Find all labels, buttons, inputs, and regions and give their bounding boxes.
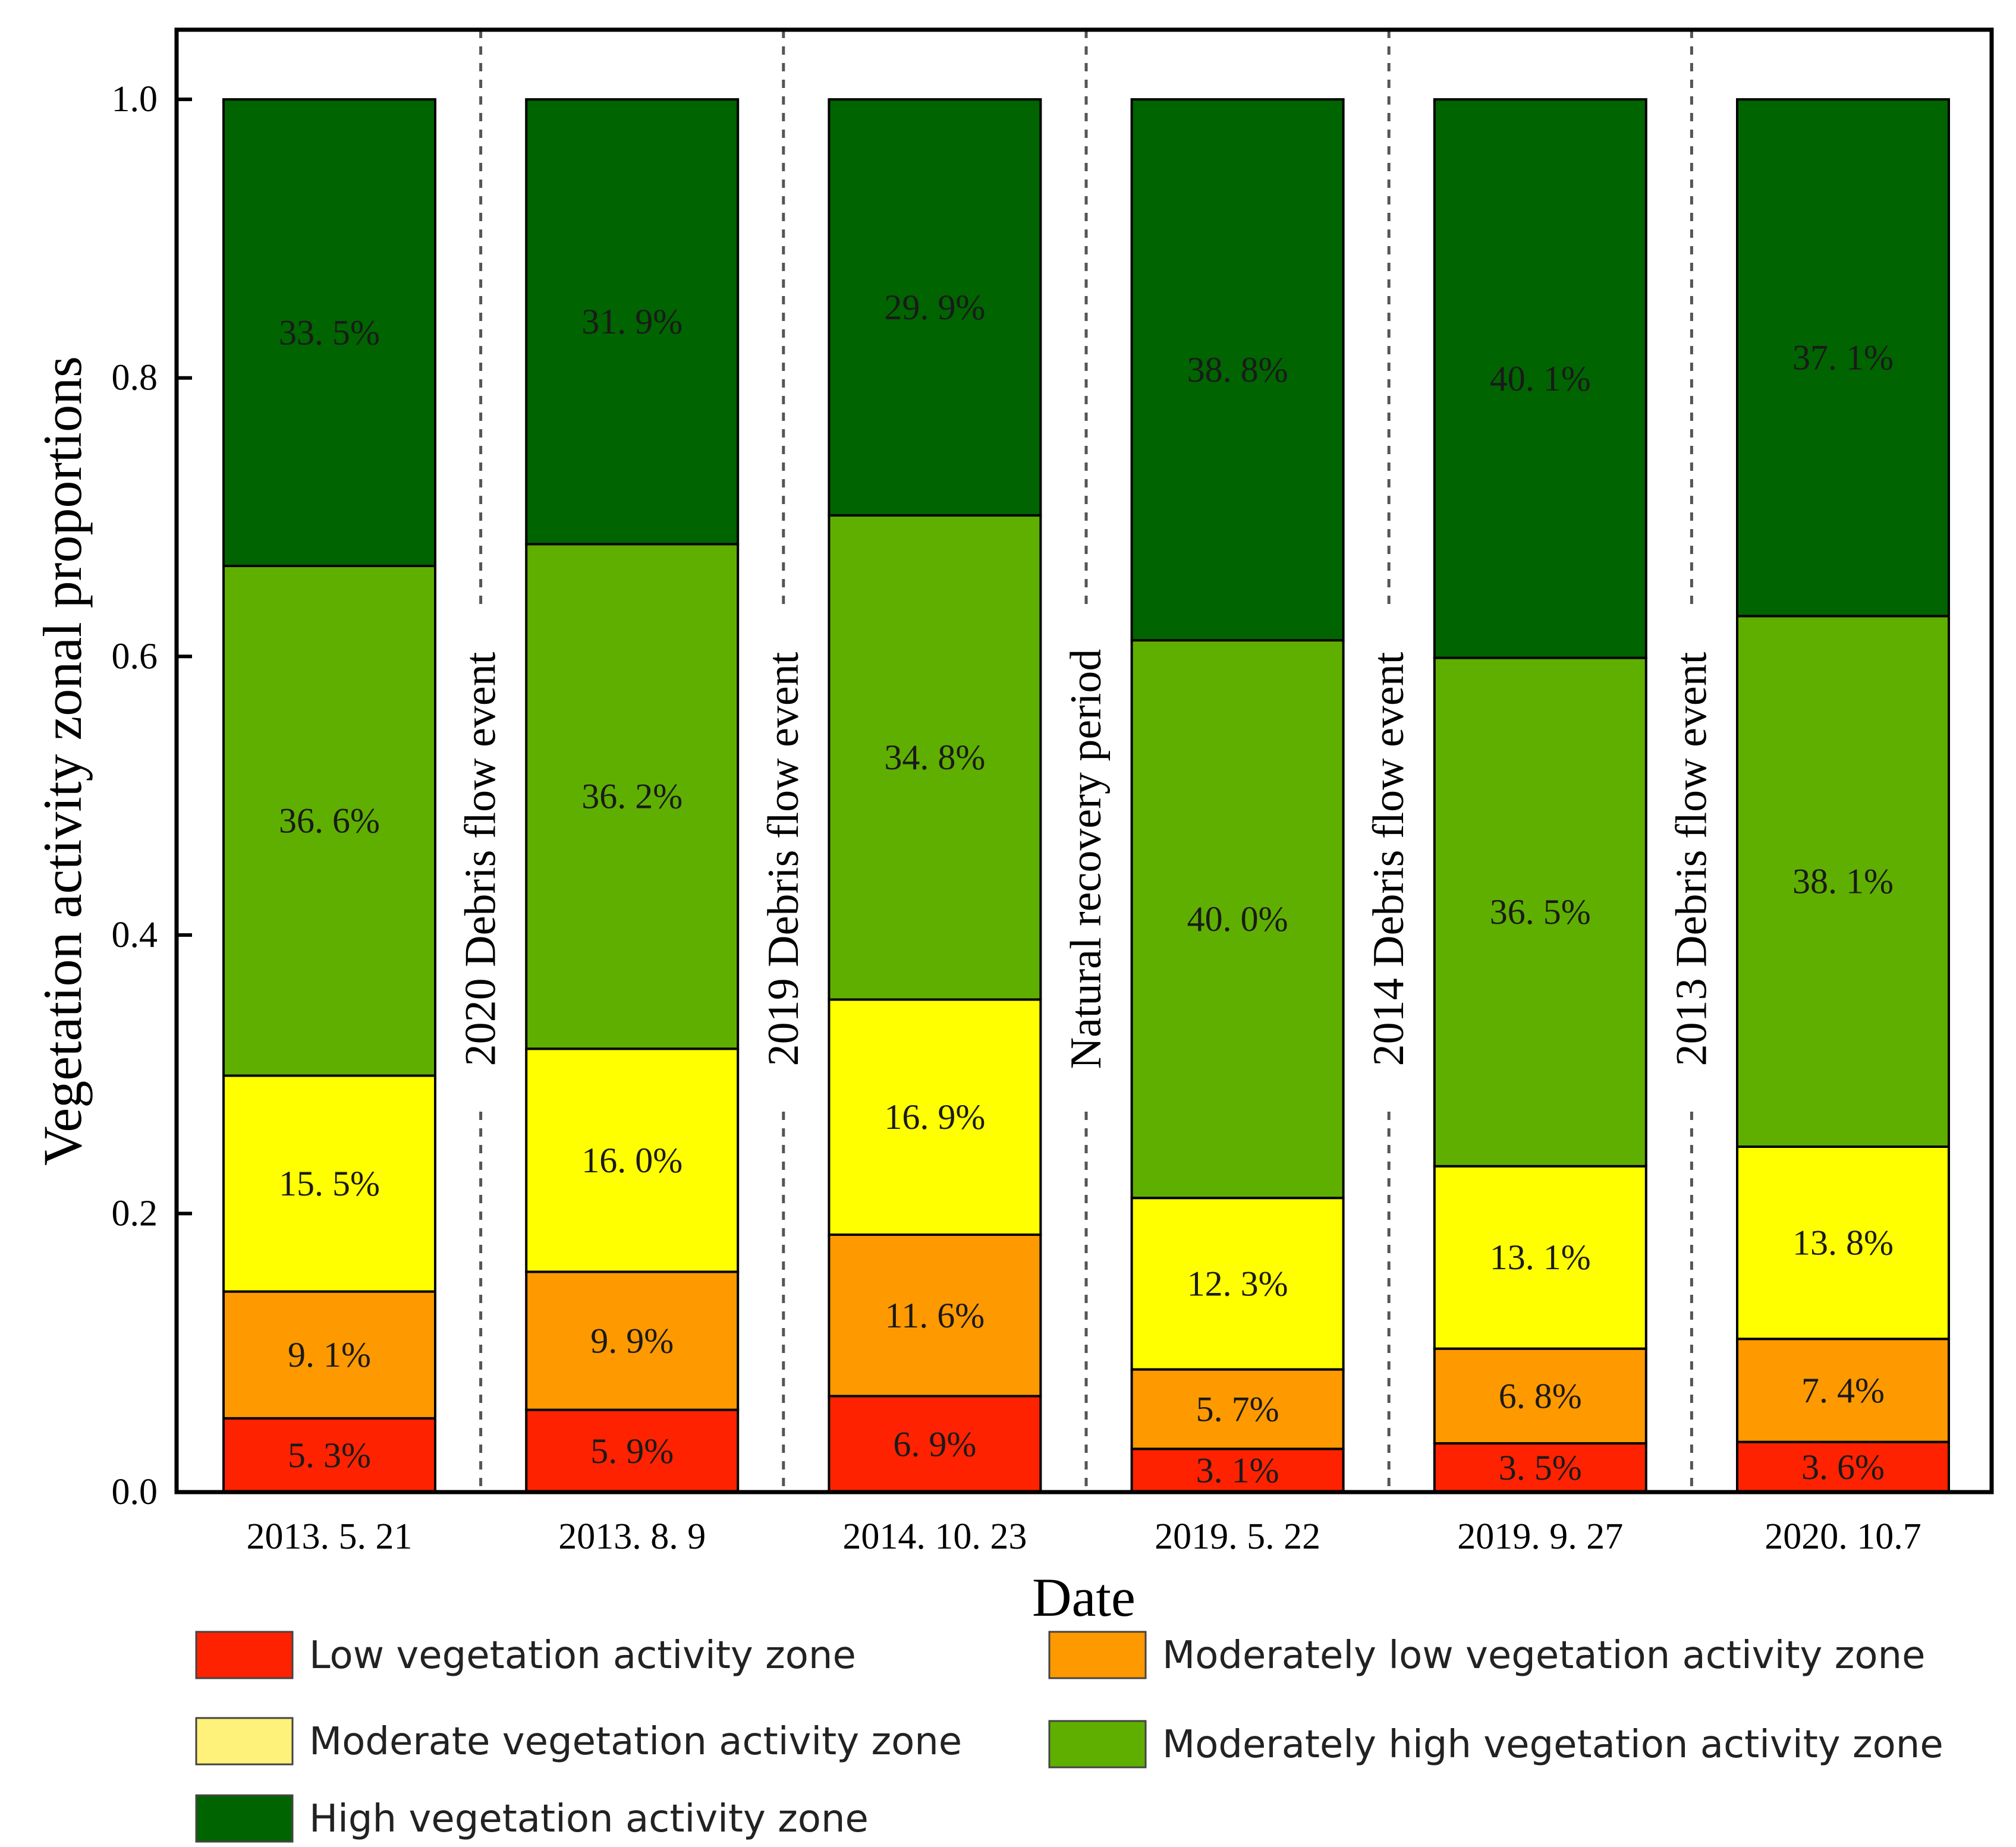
separator-group: 2020 Debris flow event 2019 Debris flow e… <box>452 30 1721 1492</box>
data-label: 9. 1% <box>288 1335 371 1374</box>
x-tick-label: 2019. 9. 27 <box>1457 1516 1623 1557</box>
bar-segment <box>1433 1442 1647 1493</box>
data-label: 13. 1% <box>1490 1238 1591 1277</box>
data-label: 36. 2% <box>581 777 683 816</box>
data-label: 9. 9% <box>590 1321 674 1361</box>
separator-label-background <box>1360 609 1418 1109</box>
data-label: 15. 5% <box>279 1164 380 1203</box>
bar-segment <box>1130 98 1345 642</box>
data-label: 40. 1% <box>1490 359 1591 398</box>
x-tick-label: 2020. 10.7 <box>1765 1516 1921 1557</box>
data-label: 33. 5% <box>279 313 380 353</box>
bar-segment <box>222 1074 436 1293</box>
x-tick-label: 2013. 8. 9 <box>558 1516 706 1557</box>
bar-segment <box>525 98 740 546</box>
bar-segment <box>525 543 740 1050</box>
separator-label-background <box>452 609 509 1109</box>
legend-label: Low vegetation activity zone <box>309 1634 856 1678</box>
data-label: 38. 8% <box>1187 350 1288 389</box>
legend-swatch <box>195 1631 294 1679</box>
data-label: 36. 5% <box>1490 892 1591 932</box>
bar-segment <box>525 1408 740 1493</box>
y-tick-label: 0.8 <box>112 358 158 398</box>
separator-label: 2014 Debris flow event <box>1364 652 1413 1066</box>
data-label: 6. 8% <box>1499 1376 1582 1415</box>
y-tick-label: 1.0 <box>112 79 158 119</box>
bar-segment <box>1130 639 1345 1200</box>
legend-swatch <box>195 1794 294 1843</box>
bar-segment <box>525 1270 740 1411</box>
legend-swatch <box>1048 1720 1147 1769</box>
y-axis-label: Vegetation activity zonal proportions <box>32 356 93 1166</box>
data-label: 12. 3% <box>1187 1264 1288 1303</box>
data-label: 13. 8% <box>1792 1223 1894 1263</box>
legend-label: High vegetation activity zone <box>309 1797 869 1841</box>
bar-segment <box>1433 1165 1647 1350</box>
data-label: 5. 9% <box>590 1431 674 1471</box>
bar-segment <box>222 1417 436 1494</box>
y-tick-label: 0.6 <box>112 636 158 677</box>
data-label: 3. 6% <box>1801 1448 1885 1487</box>
data-label: 40. 0% <box>1187 899 1288 939</box>
bar-segment <box>1736 98 1950 618</box>
data-label: 6. 9% <box>893 1424 976 1464</box>
data-label: 7. 4% <box>1801 1371 1885 1410</box>
legend: Low vegetation activity zone Moderately l… <box>195 1631 1943 1843</box>
bar-segment <box>525 1047 740 1273</box>
data-label: 36. 6% <box>279 801 380 841</box>
y-tick-label: 0.0 <box>112 1472 158 1512</box>
legend-swatch <box>195 1717 294 1766</box>
data-label: 38. 1% <box>1792 862 1894 901</box>
bar-segment <box>828 514 1042 1001</box>
separator-label-background <box>754 609 812 1109</box>
bar-segment <box>828 1395 1042 1494</box>
data-label: 11. 6% <box>885 1296 985 1335</box>
bar-segment <box>1130 1368 1345 1450</box>
data-label: 16. 0% <box>581 1141 683 1180</box>
data-label: 31. 9% <box>581 302 683 341</box>
bar-segment <box>222 98 436 567</box>
plot-frame <box>174 27 1994 1494</box>
separator-label: 2013 Debris flow event <box>1667 652 1716 1066</box>
bar-group: 5. 3% 9. 1% 15. 5% 36. 6% 33. 5% 5. 9% 9. 9% 16… <box>222 98 1950 1494</box>
legend-label: Moderately high vegetation activity zone <box>1162 1723 1943 1767</box>
y-tick-label: 0.4 <box>112 915 158 955</box>
x-tick-label: 2014. 10. 23 <box>842 1516 1027 1557</box>
data-label: 3. 5% <box>1499 1448 1582 1487</box>
data-label: 3. 1% <box>1196 1451 1279 1490</box>
separator-label-background <box>1663 609 1721 1109</box>
separator-label: 2019 Debris flow event <box>759 652 808 1066</box>
x-tick-label: 2019. 5. 22 <box>1155 1516 1320 1557</box>
y-axis: 0.0 0.2 0.4 0.6 0.8 1.0 <box>112 79 192 1512</box>
data-label: 16. 9% <box>884 1097 985 1137</box>
separator-label: Natural recovery period <box>1062 649 1111 1069</box>
legend-swatch <box>1048 1631 1147 1679</box>
y-tick-label: 0.2 <box>112 1193 158 1234</box>
legend-label: Moderately low vegetation activity zone <box>1162 1634 1925 1678</box>
data-label: 37. 1% <box>1792 338 1894 377</box>
data-label: 5. 3% <box>288 1436 371 1475</box>
legend-label: Moderate vegetation activity zone <box>309 1720 962 1764</box>
separator-label: 2020 Debris flow event <box>457 652 505 1066</box>
bar-segment <box>1130 1448 1345 1494</box>
bar-segment <box>828 98 1042 517</box>
bar-segment <box>222 1290 436 1420</box>
separator-label-background <box>1058 609 1115 1109</box>
x-tick-label: 2013. 5. 21 <box>247 1516 413 1557</box>
data-label: 29. 9% <box>884 288 985 327</box>
x-axis: 2013. 5. 21 2013. 8. 9 2014. 10. 23 2019. 5… <box>247 1516 1921 1557</box>
data-label: 34. 8% <box>884 738 985 777</box>
bar-segment <box>1433 98 1647 659</box>
x-axis-label: Date <box>1032 1567 1136 1628</box>
bar-segment <box>1736 615 1950 1148</box>
data-label: 5. 7% <box>1196 1389 1279 1428</box>
